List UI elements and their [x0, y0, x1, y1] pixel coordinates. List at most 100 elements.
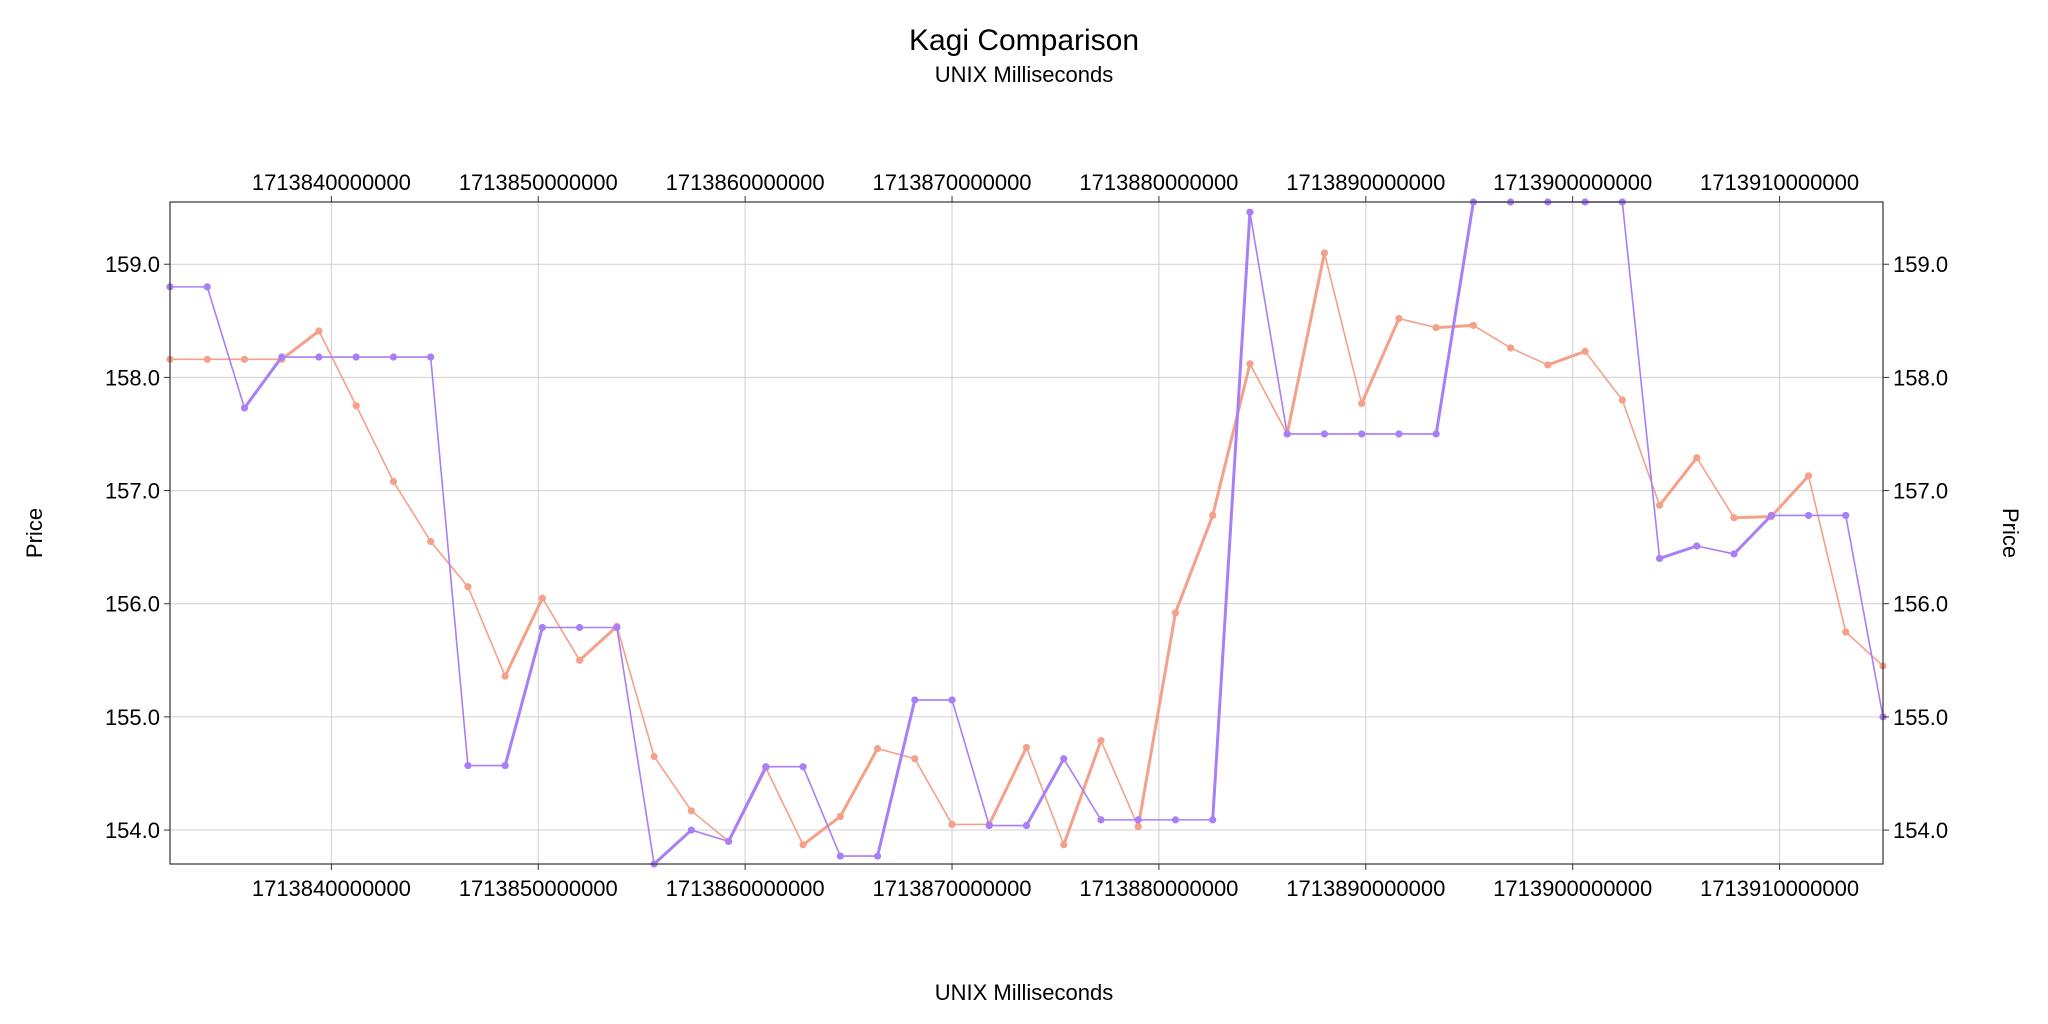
series-1-segment — [1249, 363, 1288, 435]
series-1-point — [873, 744, 882, 753]
series-1-point — [1618, 396, 1626, 404]
series-2-point — [1060, 755, 1068, 763]
y-tick-label-left: 157.0 — [105, 479, 160, 504]
series-1-segment — [1769, 474, 1811, 519]
series-1-segment — [1062, 739, 1103, 847]
series-1-segment — [765, 767, 804, 846]
series-1-point — [1730, 514, 1738, 522]
series-1-segment — [1807, 475, 1847, 633]
x-tick-label-bottom: 1713900000000 — [1493, 876, 1652, 901]
x-tick-label-top: 1713900000000 — [1493, 170, 1652, 195]
series-1-segment — [1100, 739, 1140, 828]
x-tick-label-top: 1713910000000 — [1700, 170, 1859, 195]
series-2-point — [1655, 554, 1664, 563]
series-1-point — [1060, 841, 1068, 849]
x-tick-label-top: 1713850000000 — [459, 170, 618, 195]
series-2-segment — [876, 698, 917, 858]
series-2-point — [1395, 430, 1403, 438]
series-1-segment — [1398, 317, 1437, 329]
series-1-segment — [1696, 456, 1735, 519]
series-2-point — [687, 826, 695, 834]
series-2-segment — [206, 286, 246, 409]
series-2-point — [576, 623, 584, 632]
series-group — [166, 198, 1887, 868]
series-2-segment — [652, 828, 693, 866]
series-2-point — [240, 404, 249, 412]
series-2-segment — [802, 765, 842, 857]
series-2-point — [1693, 542, 1701, 550]
series-1-segment — [1173, 513, 1215, 615]
series-2-point — [985, 821, 993, 830]
series-1-point — [352, 402, 360, 410]
series-1-segment — [578, 624, 619, 662]
series-1-segment — [1732, 515, 1773, 520]
series-2-point — [1320, 430, 1329, 438]
series-1-point — [1246, 360, 1254, 368]
series-2-point — [1432, 430, 1440, 438]
series-2-segment — [1621, 201, 1661, 560]
series-1-segment — [690, 810, 730, 843]
series-1-segment — [1509, 347, 1549, 366]
x-tick-label-top: 1713890000000 — [1286, 170, 1445, 195]
x-tick-label-bottom: 1713840000000 — [252, 876, 411, 901]
series-1-point — [911, 755, 919, 763]
series-2-point — [799, 763, 807, 771]
series-2-segment — [1732, 513, 1773, 556]
y-tick-label-left: 158.0 — [105, 365, 160, 390]
series-2-point — [836, 852, 844, 860]
series-1-point — [1804, 472, 1813, 480]
series-2-point — [1804, 511, 1813, 520]
series-2-segment — [503, 625, 544, 768]
series-1-point — [1134, 823, 1142, 831]
series-1-segment — [1472, 324, 1512, 349]
series-2-point — [427, 353, 435, 361]
series-1-segment — [1546, 349, 1587, 367]
series-1-point — [1097, 737, 1105, 745]
series-2-point — [1022, 821, 1031, 830]
y-tick-label-right: 155.0 — [1893, 705, 1948, 730]
y-axis-label-left: Price — [22, 508, 47, 558]
series-2-segment — [616, 626, 655, 865]
series-2-point — [352, 353, 360, 361]
series-1-segment — [318, 330, 357, 407]
y-tick-label-right: 154.0 — [1893, 818, 1948, 843]
y-tick-label-right: 156.0 — [1893, 592, 1948, 617]
y-tick-label-right: 159.0 — [1893, 252, 1948, 277]
series-1-segment — [913, 757, 953, 826]
series-2-point — [1134, 816, 1142, 824]
series-2-point — [1209, 816, 1217, 824]
series-1-point — [1655, 501, 1664, 509]
y-tick-label-left: 155.0 — [105, 705, 160, 730]
series-1-point — [1171, 609, 1180, 617]
series-2-point — [1358, 430, 1366, 438]
y-axis-label-right: Price — [1998, 508, 2023, 558]
series-2-point — [315, 353, 323, 361]
series-1-segment — [1584, 350, 1624, 401]
x-axis-label: UNIX Milliseconds — [935, 980, 1114, 1005]
series-1-segment — [616, 625, 655, 758]
series-1-point — [1469, 321, 1477, 329]
series-1-segment — [1658, 456, 1699, 507]
y-tick-label-left: 154.0 — [105, 818, 160, 843]
tick-marks: 1713840000000 1713840000000 1713850000000 1… — [105, 170, 1948, 901]
series-2-segment — [1025, 757, 1066, 828]
series-1-point — [1022, 743, 1031, 752]
series-2-segment — [727, 765, 768, 843]
series-1-point — [1693, 454, 1701, 462]
series-1-point — [538, 594, 546, 602]
series-2-segment — [1658, 544, 1699, 560]
series-1 — [166, 249, 1887, 849]
series-2-point — [501, 761, 509, 770]
series-1-segment — [1360, 317, 1401, 405]
series-1-point — [948, 820, 956, 828]
series-1-point — [389, 477, 398, 486]
x-tick-label-bottom: 1713850000000 — [459, 876, 618, 901]
series-1-point — [1320, 249, 1329, 257]
series-2-segment — [1249, 211, 1288, 435]
series-1-segment — [801, 814, 842, 847]
x-tick-label-bottom: 1713870000000 — [872, 876, 1031, 901]
series-1-point — [1507, 344, 1515, 352]
series-1-segment — [876, 747, 916, 760]
grid-lines — [170, 202, 1883, 864]
